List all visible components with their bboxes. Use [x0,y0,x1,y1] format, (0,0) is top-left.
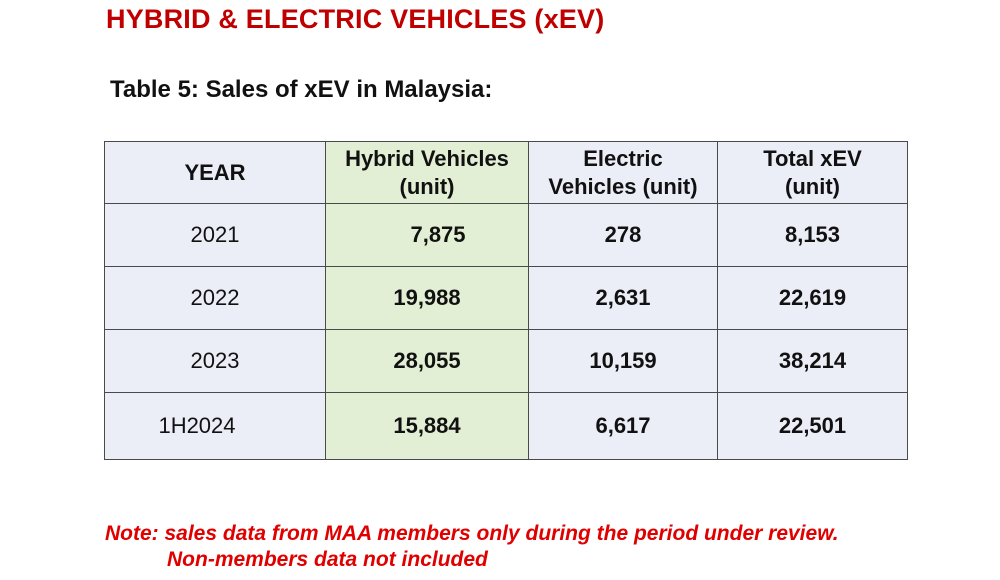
header-total: Total xEV (unit) [717,141,908,204]
cell-year: 1H2024 [104,392,326,460]
header-hybrid: Hybrid Vehicles (unit) [325,141,529,204]
cell-year: 2022 [104,266,326,330]
footnote-line1: Note: sales data from MAA members only d… [105,522,839,545]
cell-electric: 6,617 [528,392,718,460]
table-row: 2023 28,055 10,159 38,214 [104,329,908,393]
cell-electric: 2,631 [528,266,718,330]
table-row: 2021 7,875 278 8,153 [104,203,908,267]
header-year: YEAR [104,141,326,204]
footnote-line2: Non-members data not included [167,548,488,571]
cell-electric: 10,159 [528,329,718,393]
table-caption: Table 5: Sales of xEV in Malaysia: [110,76,493,103]
cell-total: 22,501 [717,392,908,460]
header-electric-line1: Electric [583,145,663,171]
header-hybrid-line2: (unit) [399,173,455,199]
cell-hybrid: 19,988 [325,266,529,330]
cell-year: 2023 [104,329,326,393]
page-title: HYBRID & ELECTRIC VEHICLES (xEV) [106,4,605,34]
cell-total: 8,153 [717,203,908,267]
footnote: Note: sales data from MAA members only d… [105,521,839,573]
cell-total: 22,619 [717,266,908,330]
cell-year: 2021 [104,203,326,267]
cell-electric: 278 [528,203,718,267]
cell-total: 38,214 [717,329,908,393]
header-total-line1: Total xEV [763,145,862,171]
table-row: 1H2024 15,884 6,617 22,501 [104,392,908,460]
header-electric-line2: Vehicles (unit) [548,173,698,199]
sales-table: YEAR Hybrid Vehicles (unit) Electric Veh… [104,141,908,460]
cell-hybrid: 15,884 [325,392,529,460]
cell-hybrid: 28,055 [325,329,529,393]
header-total-line2: (unit) [785,173,840,199]
cell-hybrid: 7,875 [325,203,529,267]
table-row: 2022 19,988 2,631 22,619 [104,266,908,330]
table-header-row: YEAR Hybrid Vehicles (unit) Electric Veh… [104,141,908,204]
header-electric: Electric Vehicles (unit) [528,141,718,204]
header-hybrid-line1: Hybrid Vehicles [345,145,509,171]
